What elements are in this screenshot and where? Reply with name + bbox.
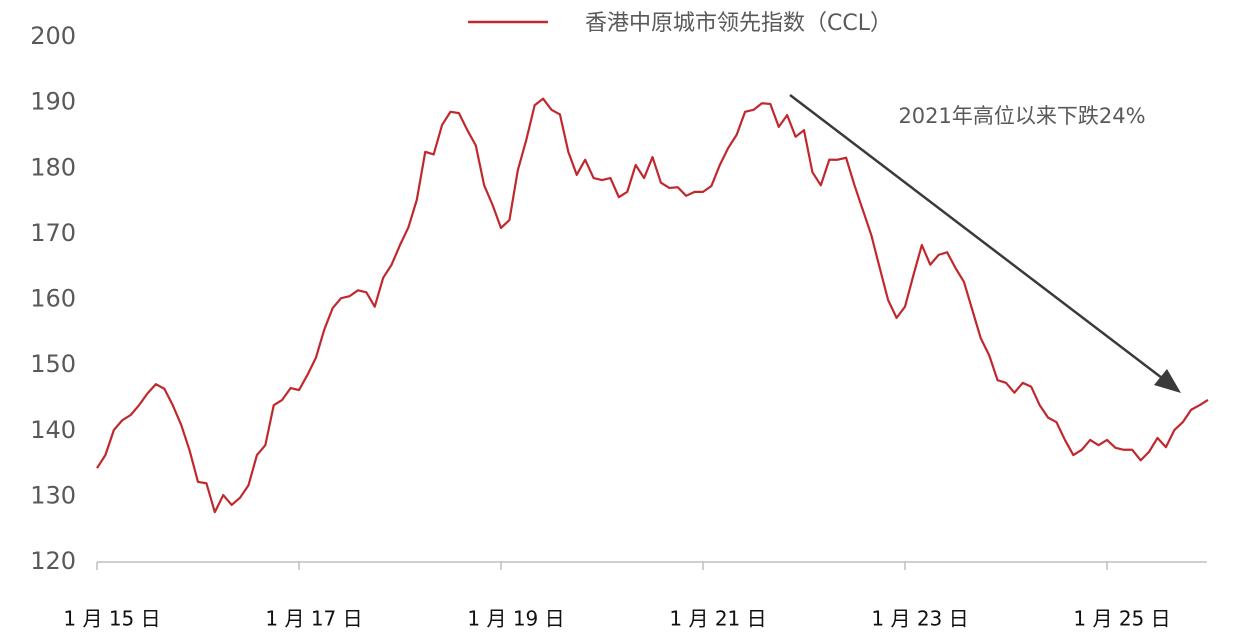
arrow-head — [1154, 369, 1181, 393]
x-tick-label: 1 月 15 日 — [63, 607, 160, 631]
y-tick-label: 160 — [30, 285, 76, 313]
legend-label: 香港中原城市领先指数（CCL） — [585, 11, 892, 36]
y-tick-label: 180 — [30, 153, 76, 181]
y-tick-label: 200 — [30, 22, 76, 50]
trend-arrow — [789, 94, 1163, 379]
x-tick-label: 1 月 21 日 — [669, 607, 766, 631]
data-line — [96, 97, 1209, 514]
y-tick-label: 190 — [30, 88, 76, 116]
y-tick-label: 170 — [30, 219, 76, 247]
annotation: 2021年高位以来下跌24% — [898, 104, 1145, 128]
x-tick-label: 1 月 19 日 — [467, 607, 564, 631]
y-tick-label: 140 — [30, 416, 76, 444]
y-tick-label: 120 — [30, 547, 76, 575]
x-tick-label: 1 月 17 日 — [265, 607, 362, 631]
y-tick-label: 150 — [30, 350, 76, 378]
x-tick-label: 1 月 23 日 — [871, 607, 968, 631]
y-tick-label: 130 — [30, 481, 76, 509]
x-tick-label: 1 月 25 日 — [1073, 607, 1170, 631]
